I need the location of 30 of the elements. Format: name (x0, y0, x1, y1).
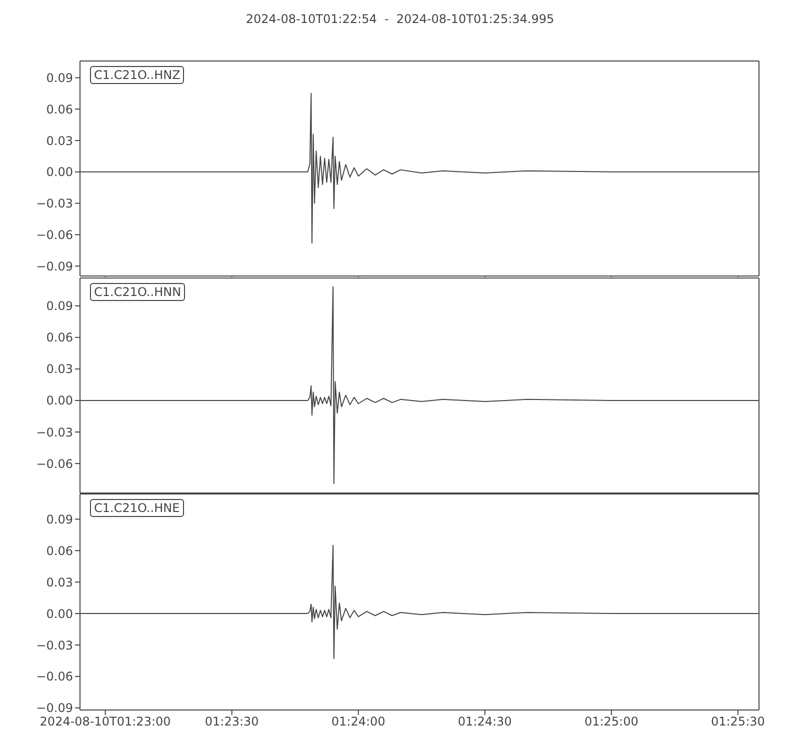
y-tick-label: 0.09 (46, 71, 73, 85)
text: C1.C21O..HNE (90, 499, 184, 518)
y-tick-label: 0.06 (46, 330, 73, 344)
y-tick-label: −0.09 (36, 259, 73, 274)
y-tick-label: 0.09 (46, 298, 73, 313)
y-tick-label: 0.03 (46, 362, 73, 376)
x-tick-label: 01:24:30 (458, 714, 512, 729)
y-tick-label: 0.00 (46, 165, 73, 180)
text: C1.C21O..HNN (90, 282, 186, 301)
y-tick-label: 0.03 (46, 576, 73, 590)
y-tick-label: 0.06 (46, 544, 73, 558)
y-tick-label: −0.03 (36, 638, 73, 653)
y-tick-label: 0.00 (46, 393, 73, 408)
y-tick-label: −0.03 (36, 196, 73, 211)
y-tick-label: 0.03 (46, 134, 73, 148)
y-tick-label: −0.03 (36, 424, 73, 439)
text: C1.C21O..HNZ (90, 66, 184, 84)
x-tick-label: 01:24:00 (331, 714, 386, 729)
y-tick-label: 0.00 (46, 607, 73, 622)
x-tick-label: 01:25:00 (584, 714, 638, 729)
y-tick-label: −0.09 (36, 702, 73, 716)
y-tick-label: −0.06 (36, 456, 73, 471)
x-tick-label: 01:23:30 (204, 714, 259, 729)
y-tick-label: 0.09 (46, 512, 73, 527)
x-tick-label: 01:25:30 (710, 714, 765, 729)
chart-title: 2024-08-10T01:22:54 - 2024-08-10T01:25:34.995 (244, 12, 556, 26)
x-tick-label: 2024-08-10T01:23:00 (40, 714, 171, 729)
y-tick-label: −0.06 (36, 670, 73, 684)
y-tick-label: −0.06 (36, 228, 73, 242)
y-tick-label: 0.06 (46, 102, 73, 116)
